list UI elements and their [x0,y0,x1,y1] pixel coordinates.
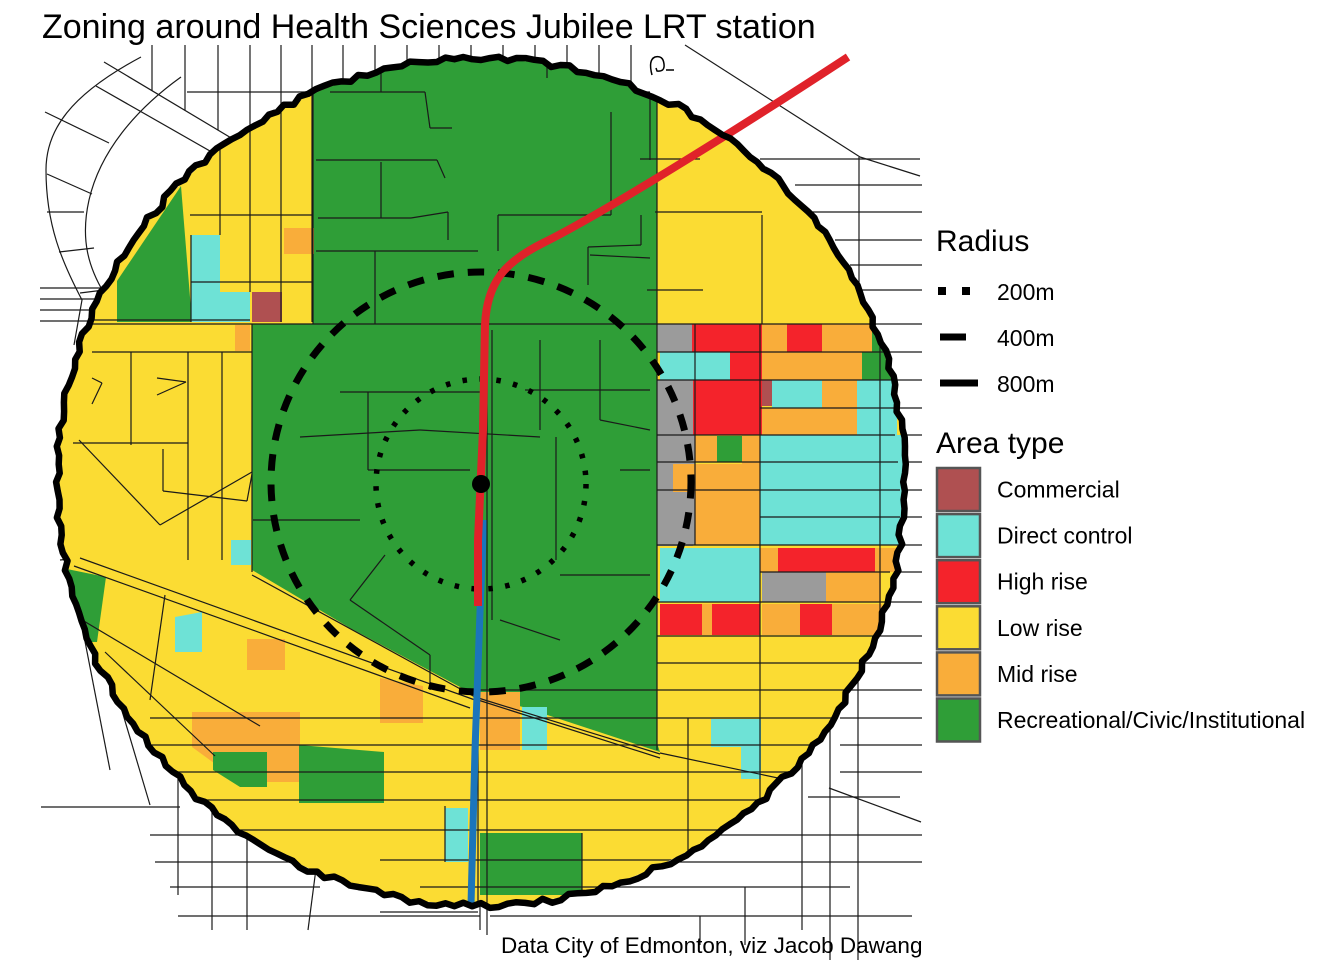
svg-text:High rise: High rise [997,569,1088,595]
svg-text:800m: 800m [997,371,1055,397]
svg-text:Low rise: Low rise [997,615,1083,641]
svg-text:200m: 200m [997,279,1055,305]
svg-text:Radius: Radius [936,225,1029,258]
svg-text:Area type: Area type [936,427,1064,460]
svg-text:Commercial: Commercial [997,477,1120,503]
svg-text:Zoning around Health Sciences: Zoning around Health Sciences Jubilee LR… [42,8,816,46]
svg-text:Recreational/Civic/Institution: Recreational/Civic/Institutional [997,707,1305,733]
svg-text:Mid rise: Mid rise [997,661,1078,687]
svg-text:400m: 400m [997,325,1055,351]
svg-text:Direct control: Direct control [997,523,1132,549]
svg-text:Data City of Edmonton, viz Jac: Data City of Edmonton, viz Jacob Dawang [501,933,922,958]
